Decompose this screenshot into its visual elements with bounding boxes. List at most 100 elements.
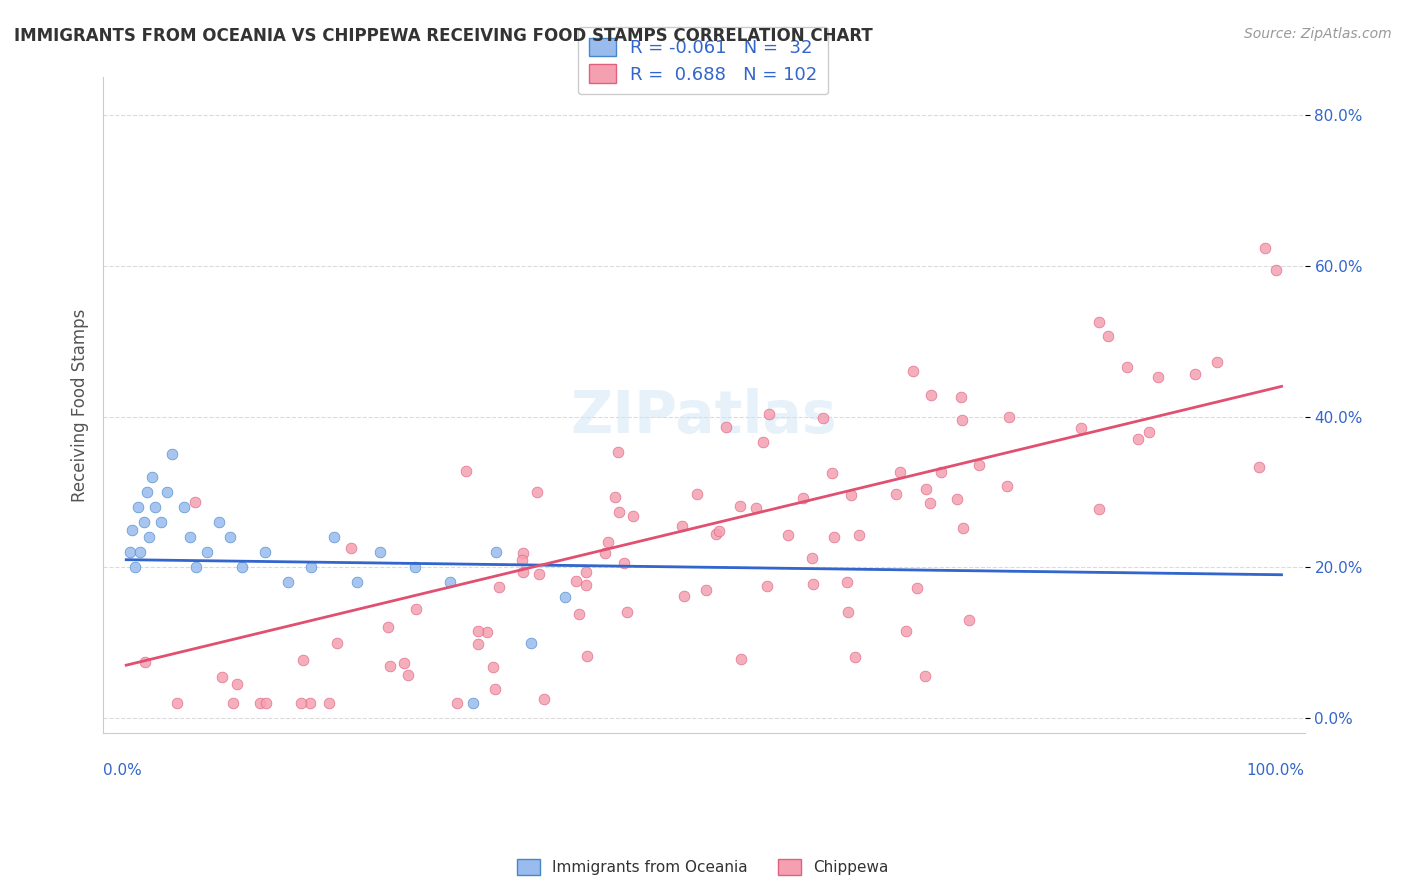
- Point: [823, 530, 845, 544]
- Point: [685, 487, 707, 501]
- Y-axis label: Receiving Food Stamps: Receiving Food Stamps: [72, 309, 89, 502]
- Point: [124, 560, 146, 574]
- Point: [405, 601, 427, 615]
- Point: [801, 577, 824, 591]
- Point: [149, 515, 172, 529]
- Point: [1137, 425, 1160, 440]
- Point: [195, 545, 218, 559]
- Point: [138, 530, 160, 544]
- Legend: Immigrants from Oceania, Chippewa: Immigrants from Oceania, Chippewa: [508, 850, 898, 884]
- Point: [221, 696, 243, 710]
- Point: [821, 466, 844, 480]
- Point: [377, 620, 399, 634]
- Point: [162, 447, 184, 461]
- Point: [253, 545, 276, 559]
- Point: [889, 465, 911, 479]
- Point: [716, 420, 738, 434]
- Point: [533, 691, 555, 706]
- Point: [967, 458, 990, 472]
- Point: [510, 553, 533, 567]
- Point: [568, 607, 591, 621]
- Point: [446, 696, 468, 710]
- Point: [481, 660, 503, 674]
- Point: [1265, 263, 1288, 277]
- Point: [837, 606, 859, 620]
- Point: [929, 465, 952, 479]
- Point: [132, 515, 155, 529]
- Point: [800, 551, 823, 566]
- Point: [946, 492, 969, 507]
- Point: [607, 505, 630, 519]
- Point: [894, 624, 917, 638]
- Point: [671, 519, 693, 533]
- Point: [776, 527, 799, 541]
- Point: [554, 591, 576, 605]
- Point: [488, 581, 510, 595]
- Point: [1070, 421, 1092, 435]
- Point: [952, 521, 974, 535]
- Point: [370, 545, 392, 559]
- Point: [914, 482, 936, 496]
- Point: [485, 545, 508, 559]
- Point: [211, 670, 233, 684]
- Point: [136, 484, 159, 499]
- Point: [141, 470, 163, 484]
- Point: [752, 435, 775, 450]
- Point: [704, 527, 727, 541]
- Point: [835, 574, 858, 589]
- Point: [886, 487, 908, 501]
- Point: [512, 546, 534, 560]
- Point: [596, 535, 619, 549]
- Point: [454, 464, 477, 478]
- Point: [616, 606, 638, 620]
- Point: [844, 649, 866, 664]
- Text: IMMIGRANTS FROM OCEANIA VS CHIPPEWA RECEIVING FOOD STAMPS CORRELATION CHART: IMMIGRANTS FROM OCEANIA VS CHIPPEWA RECE…: [14, 27, 873, 45]
- Point: [156, 484, 179, 499]
- Text: 100.0%: 100.0%: [1247, 764, 1305, 778]
- Point: [290, 696, 312, 710]
- Point: [1097, 329, 1119, 343]
- Point: [292, 653, 315, 667]
- Point: [526, 485, 548, 500]
- Point: [299, 560, 322, 574]
- Point: [277, 575, 299, 590]
- Point: [143, 500, 166, 514]
- Point: [595, 546, 617, 560]
- Point: [1116, 359, 1139, 374]
- Point: [1249, 460, 1271, 475]
- Point: [848, 528, 870, 542]
- Point: [1254, 241, 1277, 255]
- Point: [576, 649, 599, 664]
- Point: [995, 479, 1018, 493]
- Point: [745, 501, 768, 516]
- Point: [326, 635, 349, 649]
- Point: [575, 578, 598, 592]
- Point: [127, 500, 149, 514]
- Point: [997, 410, 1019, 425]
- Point: [603, 490, 626, 504]
- Point: [1126, 432, 1149, 446]
- Point: [575, 566, 598, 580]
- Point: [758, 407, 780, 421]
- Point: [439, 575, 461, 590]
- Point: [903, 363, 925, 377]
- Point: [811, 411, 834, 425]
- Point: [621, 508, 644, 523]
- Point: [179, 530, 201, 544]
- Point: [792, 491, 814, 505]
- Point: [512, 565, 534, 579]
- Point: [957, 613, 980, 627]
- Point: [907, 582, 929, 596]
- Point: [730, 651, 752, 665]
- Point: [914, 669, 936, 683]
- Text: Source: ZipAtlas.com: Source: ZipAtlas.com: [1244, 27, 1392, 41]
- Point: [1184, 367, 1206, 381]
- Point: [1147, 370, 1170, 384]
- Point: [121, 523, 143, 537]
- Point: [134, 655, 156, 669]
- Point: [949, 390, 972, 404]
- Point: [475, 625, 498, 640]
- Point: [129, 545, 152, 559]
- Point: [184, 495, 207, 509]
- Point: [918, 496, 941, 510]
